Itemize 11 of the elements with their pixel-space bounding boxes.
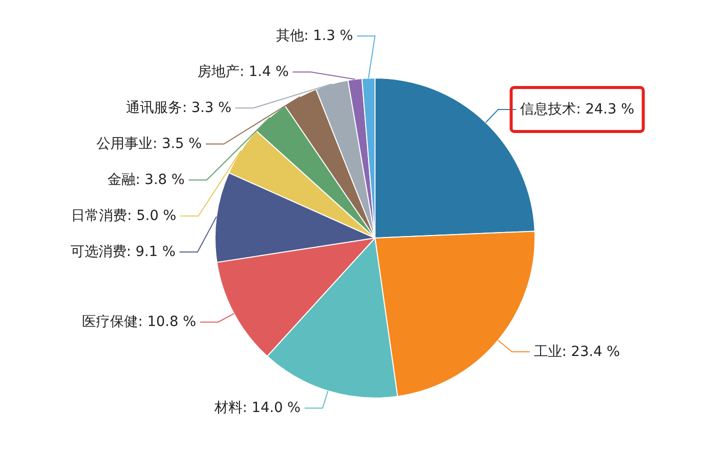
slice-label: 可选消费: 9.1 %	[70, 244, 176, 260]
slice-label: 其他: 1.3 %	[276, 28, 353, 44]
slice-label: 金融: 3.8 %	[108, 172, 185, 188]
slice-label: 工业: 23.4 %	[534, 344, 620, 360]
slice-label: 医疗保健: 10.8 %	[82, 314, 196, 330]
slice-label: 信息技术: 24.3 %	[520, 101, 634, 118]
slice-label: 材料: 14.0 %	[214, 400, 301, 416]
slice-label: 公用事业: 3.5 %	[96, 136, 202, 152]
slice-label: 房地产: 1.4 %	[198, 64, 289, 80]
slice-label: 通讯服务: 3.3 %	[126, 100, 232, 116]
slice-label: 日常消费: 5.0 %	[71, 208, 176, 224]
